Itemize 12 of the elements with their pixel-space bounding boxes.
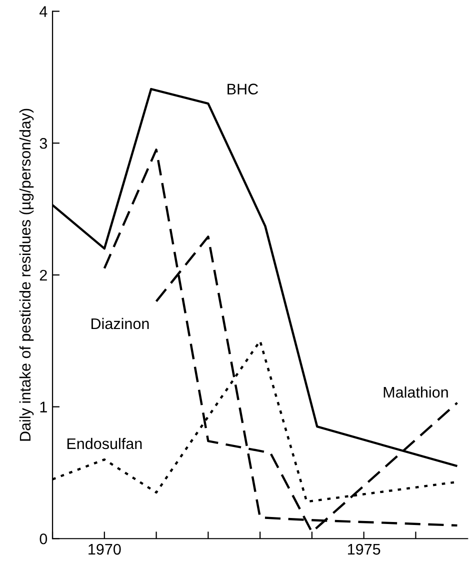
series-label: Diazinon: [92, 318, 149, 330]
series-label: Endosulfan: [67, 438, 142, 450]
y-axis-title: Daily intake of pesticide residues (µg/person/day): [19, 108, 34, 441]
y-tick-label: 3: [40, 138, 47, 149]
y-tick-label: 4: [40, 6, 48, 17]
series-label: Malathion: [384, 386, 448, 398]
y-tick-label: 1: [40, 402, 47, 412]
y-tick-label: 2: [40, 270, 47, 280]
series-label: BHC: [228, 84, 258, 94]
x-tick-label: 1975: [348, 544, 380, 555]
y-tick-label: 0: [40, 533, 48, 544]
x-tick-label: 1970: [88, 544, 121, 555]
